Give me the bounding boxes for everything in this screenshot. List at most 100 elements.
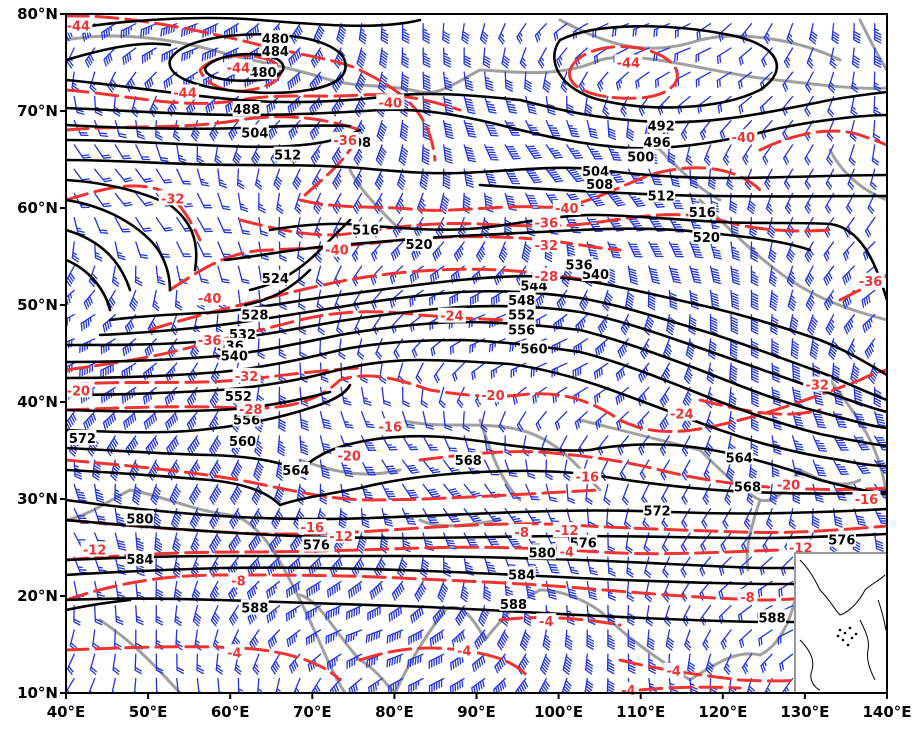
- wind-barb: [556, 47, 568, 68]
- wind-barb: [443, 120, 454, 140]
- wind-barb: [94, 241, 103, 262]
- wind-barb: [681, 435, 691, 457]
- temperature-label-bg: [298, 519, 327, 535]
- wind-barb: [332, 192, 342, 214]
- wind-barb: [680, 532, 691, 554]
- wind-barb: [763, 23, 773, 45]
- wind-barb: [401, 459, 420, 474]
- wind-barb: [122, 47, 137, 66]
- lon-tick-label: 80°E: [375, 703, 414, 721]
- wind-barb: [209, 532, 222, 554]
- wind-barb: [701, 508, 712, 529]
- wind-barb: [408, 629, 424, 645]
- wind-barb: [356, 47, 367, 69]
- wind-barb: [723, 653, 732, 675]
- wind-barb: [176, 168, 192, 185]
- temperature-label: -40: [732, 131, 756, 146]
- geopotential-label-bg: [519, 340, 548, 356]
- wind-barb: [534, 289, 547, 309]
- wind-barb: [504, 144, 521, 160]
- wind-barb: [172, 532, 181, 554]
- geopotential-label: 520: [405, 238, 432, 253]
- temperature-label: -20: [481, 389, 505, 404]
- wind-barb: [196, 653, 204, 675]
- geopotential-label-layer: 4804844804885045125084924965005045085125…: [68, 30, 856, 626]
- wind-barb: [703, 459, 712, 481]
- geopotential-label: 540: [221, 349, 248, 364]
- wind-barb: [626, 120, 635, 142]
- geopotential-label-bg: [240, 599, 269, 615]
- wind-barb: [786, 23, 794, 45]
- wind-barb: [196, 192, 213, 209]
- wind-barb: [790, 338, 800, 360]
- wind-barb: [232, 144, 242, 166]
- geopotential-label: 552: [508, 309, 535, 324]
- wind-barb: [143, 411, 158, 430]
- temperature-label-layer: -44-44-44-44-40-40-36-32-40-36-32-28-40-…: [64, 17, 885, 699]
- wind-barb: [392, 217, 404, 238]
- temperature-label: -32: [161, 192, 185, 207]
- wind-barb: [480, 411, 488, 433]
- wind-barb: [237, 192, 249, 213]
- wind-barb: [523, 605, 532, 627]
- temperature-label-bg: [532, 267, 561, 283]
- wind-barb: [165, 411, 179, 431]
- wind-barb: [196, 217, 213, 233]
- geopotential-label: 556: [508, 323, 535, 338]
- wind-barb: [210, 605, 220, 627]
- wind-barb: [603, 483, 611, 506]
- wind-barb: [190, 532, 200, 554]
- wind-barb: [869, 168, 877, 190]
- wind-barb: [644, 580, 653, 603]
- temperature-label: -40: [379, 96, 403, 111]
- wind-barb: [545, 144, 564, 159]
- wind-barb: [787, 289, 797, 312]
- wind-barb: [829, 47, 837, 69]
- wind-barb: [564, 629, 573, 651]
- geopotential-label: 572: [69, 432, 96, 447]
- wind-barb: [709, 241, 723, 260]
- wind-barb: [258, 192, 266, 214]
- latitude-axis: 10°N 20°N 30°N 40°N 50°N 60°N 70°N 80°N: [17, 5, 66, 702]
- wind-barb: [217, 168, 227, 189]
- wind-barb: [812, 459, 827, 477]
- temperature-label: -44: [67, 20, 91, 35]
- temperature-label-bg: [232, 367, 261, 383]
- wind-barb: [155, 168, 173, 184]
- wind-barb: [152, 289, 160, 312]
- geopotential-label-bg: [228, 432, 257, 448]
- wind-barb: [286, 629, 301, 648]
- temperature-label-bg: [195, 290, 224, 306]
- wind-barb: [874, 532, 884, 552]
- wind-barb: [474, 629, 487, 650]
- wind-barb: [666, 314, 676, 336]
- wind-barb: [285, 605, 301, 622]
- temperature-label-bg: [376, 418, 405, 434]
- geopotential-label: 568: [455, 454, 482, 469]
- geopotential-label-bg: [725, 449, 754, 465]
- wind-barb: [228, 532, 241, 553]
- wind-barb: [415, 362, 424, 384]
- temperature-label-bg: [376, 94, 405, 110]
- wind-barb: [530, 362, 547, 378]
- wind-barb: [102, 411, 117, 430]
- wind-barb: [525, 192, 540, 210]
- wind-barb: [401, 435, 419, 451]
- longitude-axis: 40°E 50°E 60°E 70°E 80°E 90°E 100°E 110°E 120°E 1…: [47, 693, 912, 721]
- wind-barb: [786, 265, 796, 288]
- wind-barb: [545, 120, 561, 137]
- wind-barb: [627, 605, 635, 626]
- wind-barb: [257, 338, 265, 360]
- wind-barb: [542, 629, 551, 651]
- wind-barb: [131, 95, 139, 118]
- wind-barb: [705, 653, 715, 676]
- geopotential-label: 560: [229, 435, 256, 450]
- geopotential-label-bg: [273, 146, 302, 162]
- wind-barb: [379, 47, 389, 69]
- wind-barb: [386, 629, 404, 644]
- geopotential-label-bg: [528, 544, 557, 560]
- wind-barb: [668, 265, 682, 284]
- wind-barb: [586, 556, 598, 576]
- wind-barb: [94, 144, 112, 159]
- wind-barb: [313, 192, 323, 215]
